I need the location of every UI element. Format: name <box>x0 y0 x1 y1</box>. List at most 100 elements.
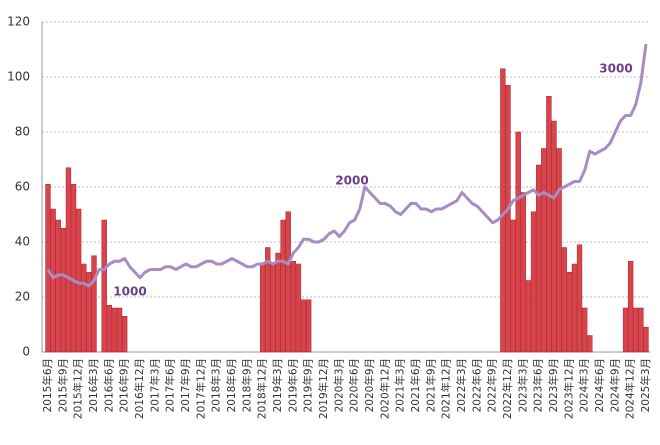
x-tick-label: 2024年6月 <box>593 358 606 412</box>
bar <box>633 307 639 353</box>
bar <box>535 164 542 353</box>
bar <box>525 280 532 353</box>
x-tick-label: 2019年12月 <box>317 358 330 419</box>
bar <box>111 307 118 353</box>
x-tick-label: 2024年9月 <box>608 358 621 412</box>
bar <box>55 219 61 353</box>
y-tick-label: 0 <box>22 345 30 359</box>
x-tick-label: 2023年3月 <box>516 358 529 412</box>
y-tick-label: 80 <box>15 125 30 139</box>
bar <box>530 211 537 353</box>
y-tick-label: 120 <box>7 15 30 29</box>
bar <box>116 307 123 353</box>
x-tick-label: 2015年12月 <box>72 358 85 419</box>
bar <box>106 305 113 353</box>
bar <box>270 263 276 353</box>
x-tick-label: 2016年12月 <box>133 358 146 419</box>
bar <box>627 261 634 353</box>
y-tick-label: 100 <box>7 70 30 84</box>
bar <box>285 211 291 353</box>
bar <box>561 247 567 353</box>
x-tick-label: 2020年9月 <box>363 358 376 412</box>
bar <box>265 247 271 353</box>
bar <box>581 307 588 353</box>
bar <box>259 263 266 353</box>
bar <box>305 299 312 353</box>
bar <box>280 219 286 353</box>
x-tick-label: 2022年12月 <box>501 358 514 419</box>
x-tick-label: 2020年3月 <box>332 358 345 412</box>
x-tick-label: 2017年9月 <box>179 358 192 412</box>
x-tick-label: 2020年6月 <box>348 358 361 412</box>
x-tick-label: 2016年3月 <box>87 358 100 412</box>
annotation: 3000 <box>599 62 632 76</box>
bar <box>541 148 547 353</box>
x-tick-label: 2016年6月 <box>102 358 115 412</box>
x-tick-label: 2015年9月 <box>56 358 69 412</box>
bar <box>515 131 521 353</box>
bar <box>638 307 644 353</box>
bar <box>60 228 67 353</box>
bar <box>551 120 557 353</box>
bar <box>510 219 516 353</box>
bar <box>520 192 527 353</box>
y-tick-label: 20 <box>15 290 30 304</box>
bar <box>576 244 583 353</box>
x-tick-label: 2021年6月 <box>409 358 422 412</box>
x-tick-label: 2023年6月 <box>532 358 545 412</box>
bar <box>86 272 92 353</box>
x-tick-label: 2023年12月 <box>562 358 575 419</box>
x-tick-label: 2025年3月 <box>639 358 652 412</box>
bar <box>566 272 573 353</box>
line <box>46 43 648 288</box>
x-tick-label: 2021年3月 <box>394 358 407 412</box>
bar <box>295 263 302 353</box>
x-tick-label: 2015年6月 <box>41 358 54 412</box>
x-tick-label: 2019年6月 <box>286 358 299 412</box>
x-tick-label: 2018年12月 <box>256 358 269 419</box>
bar <box>65 167 72 353</box>
x-tick-label: 2023年9月 <box>547 358 560 412</box>
x-tick-label: 2018年3月 <box>210 358 223 412</box>
x-tick-label: 2022年6月 <box>470 358 483 412</box>
bar <box>91 255 97 353</box>
bar <box>571 263 578 353</box>
x-tick-label: 2024年12月 <box>624 358 637 419</box>
y-tick-label: 40 <box>15 235 30 249</box>
bar <box>275 252 281 353</box>
x-tick-label: 2018年6月 <box>225 358 238 412</box>
x-tick-label: 2021年9月 <box>424 358 437 412</box>
x-tick-label: 2022年9月 <box>486 358 499 412</box>
bar <box>75 208 82 353</box>
bar <box>556 148 562 353</box>
y-tick-label: 60 <box>15 180 30 194</box>
x-tick-label: 2016年9月 <box>118 358 131 412</box>
x-tick-label: 2018年9月 <box>240 358 253 412</box>
bar <box>121 316 128 353</box>
bar <box>70 184 77 353</box>
bar <box>101 219 107 353</box>
bar <box>300 299 307 353</box>
bar <box>50 208 56 353</box>
annotation: 2000 <box>335 174 368 188</box>
x-tick-label: 2021年12月 <box>440 358 453 419</box>
bar <box>587 335 593 353</box>
bar <box>622 307 629 353</box>
x-tick-label: 2017年12月 <box>194 358 207 419</box>
x-tick-label: 2022年3月 <box>455 358 468 412</box>
x-tick-label: 2019年3月 <box>271 358 284 412</box>
bar <box>500 68 506 353</box>
x-tick-label: 2024年3月 <box>578 358 591 412</box>
bar <box>643 327 649 353</box>
x-tick-label: 2020年12月 <box>378 358 391 419</box>
bar <box>505 85 511 353</box>
bar <box>81 263 87 353</box>
bar <box>45 184 51 353</box>
bar <box>290 261 297 353</box>
x-tick-label: 2017年6月 <box>164 358 177 412</box>
bar <box>546 96 552 353</box>
x-tick-label: 2017年3月 <box>148 358 161 412</box>
x-tick-label: 2019年9月 <box>302 358 315 412</box>
annotation: 1000 <box>113 285 146 299</box>
